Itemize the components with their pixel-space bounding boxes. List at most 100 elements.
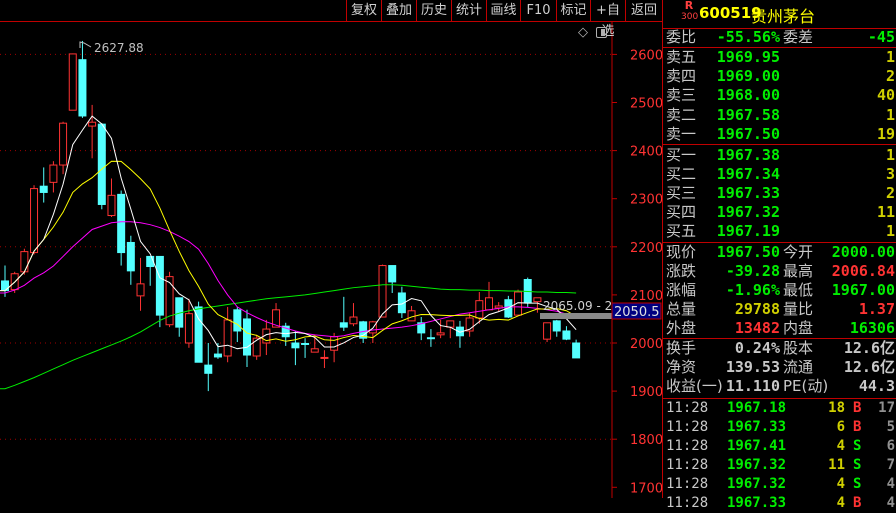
candle-body (88, 121, 97, 127)
bid-row: 买五 1967.19 1 (663, 222, 896, 241)
axis-tick-label: 1700 (630, 481, 662, 496)
fundamental-label: 换手 (666, 339, 697, 357)
trade-time: 11:28 (666, 495, 709, 511)
bid-row: 买二 1967.34 3 (663, 165, 896, 184)
candle (88, 104, 97, 159)
ask-row: 卖一 1967.50 19 (663, 125, 896, 144)
trade-volume: 4 (836, 495, 845, 511)
toolbar-button-overlay[interactable]: 叠加 (381, 0, 416, 21)
candle (485, 281, 493, 311)
bid-label: 买五 (666, 222, 697, 240)
candle (310, 336, 319, 353)
ask-price: 1969.95 (716, 48, 780, 66)
stat-label: 最低 (783, 281, 814, 299)
stock-code: 600519 (699, 4, 762, 22)
fundamental-value: 139.53 (725, 358, 780, 376)
trade-price: 1967.32 (727, 457, 787, 473)
candle (136, 257, 145, 311)
toolbar-button-draw[interactable]: 画线 (486, 0, 520, 21)
stat-value: -1.96% (725, 281, 780, 299)
ask-row: 卖三 1968.00 40 (663, 86, 896, 105)
candle-body (30, 188, 39, 254)
ask-label: 卖一 (666, 124, 697, 143)
candle (378, 264, 387, 318)
toolbar-button-back[interactable]: 返回 (625, 0, 662, 21)
stat-label: 涨幅 (666, 281, 697, 299)
stock-name: 贵州茅台 (751, 7, 816, 26)
candle (78, 40, 87, 118)
stat-label: 总量 (666, 300, 697, 318)
axis-tick-label: 2200 (630, 241, 662, 256)
trade-price: 1967.33 (727, 495, 787, 511)
kline-chart[interactable]: 2600 2500 2400 2300 2200 2100 2000 1900 1800 1700… (0, 0, 662, 498)
toolbar-button-history[interactable]: 历史 (416, 0, 451, 21)
candle-body (49, 164, 58, 183)
toolbar-button-add-watchlist[interactable]: +自选 (590, 0, 625, 39)
toolbar-button-f10[interactable]: F10 (520, 0, 556, 21)
candle (39, 167, 48, 203)
toolbar-button-fuquan[interactable]: 复权 (346, 0, 381, 21)
candle-body (446, 320, 455, 328)
candle (543, 322, 552, 343)
fundamental-label: 净资 (666, 358, 697, 376)
candle-body (465, 317, 474, 332)
bid-volume: 2 (885, 184, 895, 202)
ma-long-line (0, 284, 577, 390)
fundamental-label: 股本 (783, 339, 814, 357)
trade-volume: 11 (828, 457, 845, 473)
candle-body (194, 306, 203, 363)
diamond-icon[interactable]: ◇ (578, 25, 588, 40)
candle (533, 297, 542, 313)
trade-row: 11:28 1967.18 18 B 17 (663, 399, 896, 418)
candle-body (146, 255, 155, 268)
trade-volume: 4 (836, 438, 845, 454)
fundamental-value: 44.3 (858, 377, 895, 395)
weibi-value: -55.56% (716, 28, 780, 46)
trade-price: 1967.32 (727, 476, 787, 492)
trade-time: 11:28 (666, 476, 709, 492)
candle (349, 303, 358, 327)
stat-value: 1967.50 (716, 243, 780, 261)
fundamental-row: 净资 139.53 流通 12.6亿 (663, 358, 896, 377)
trade-side: S (853, 476, 862, 492)
ask-row: 卖四 1969.00 2 (663, 67, 896, 86)
candle (59, 121, 68, 175)
candle-body (543, 322, 552, 340)
ask-row: 卖五 1969.95 1 (663, 48, 896, 67)
stat-label: 现价 (666, 243, 697, 261)
ask-volume: 1 (885, 48, 895, 66)
divider (663, 398, 896, 399)
candle (175, 297, 184, 337)
trade-time: 11:28 (666, 438, 709, 454)
window-toggle-icon[interactable] (596, 27, 607, 38)
trade-row: 11:28 1967.33 6 B 5 (663, 418, 896, 437)
trade-row: 11:28 1967.33 4 B 4 (663, 494, 896, 513)
candle (446, 320, 455, 339)
bid-row: 买四 1967.32 11 (663, 203, 896, 222)
bid-volume: 11 (876, 203, 895, 221)
toolbar-button-stats[interactable]: 统计 (451, 0, 486, 21)
candle (291, 330, 300, 366)
trade-time: 11:28 (666, 419, 709, 435)
candle-body (330, 336, 339, 351)
stat-label: 量比 (783, 300, 814, 318)
quote-panel: R 300 600519 贵州茅台 委比 -55.56% 委差 -45 卖五 19… (662, 0, 896, 511)
candle-body (562, 330, 571, 340)
bid-label: 买二 (666, 165, 697, 183)
candle-body (417, 322, 426, 334)
stat-value: 16306 (849, 319, 895, 337)
trade-count: 7 (886, 457, 895, 473)
trade-count: 6 (886, 438, 895, 454)
stat-label: 外盘 (666, 319, 697, 337)
candle-body (107, 194, 116, 217)
stat-value: 2006.84 (831, 262, 895, 280)
candle-body (243, 318, 251, 356)
axis-tick-label: 2600 (630, 48, 662, 63)
stat-label: 最高 (783, 262, 814, 280)
candle (194, 301, 203, 363)
candle (426, 329, 435, 347)
toolbar-button-mark[interactable]: 标记 (556, 0, 590, 21)
candle-body (475, 300, 484, 319)
candle (301, 338, 310, 358)
candle-body (339, 322, 348, 328)
